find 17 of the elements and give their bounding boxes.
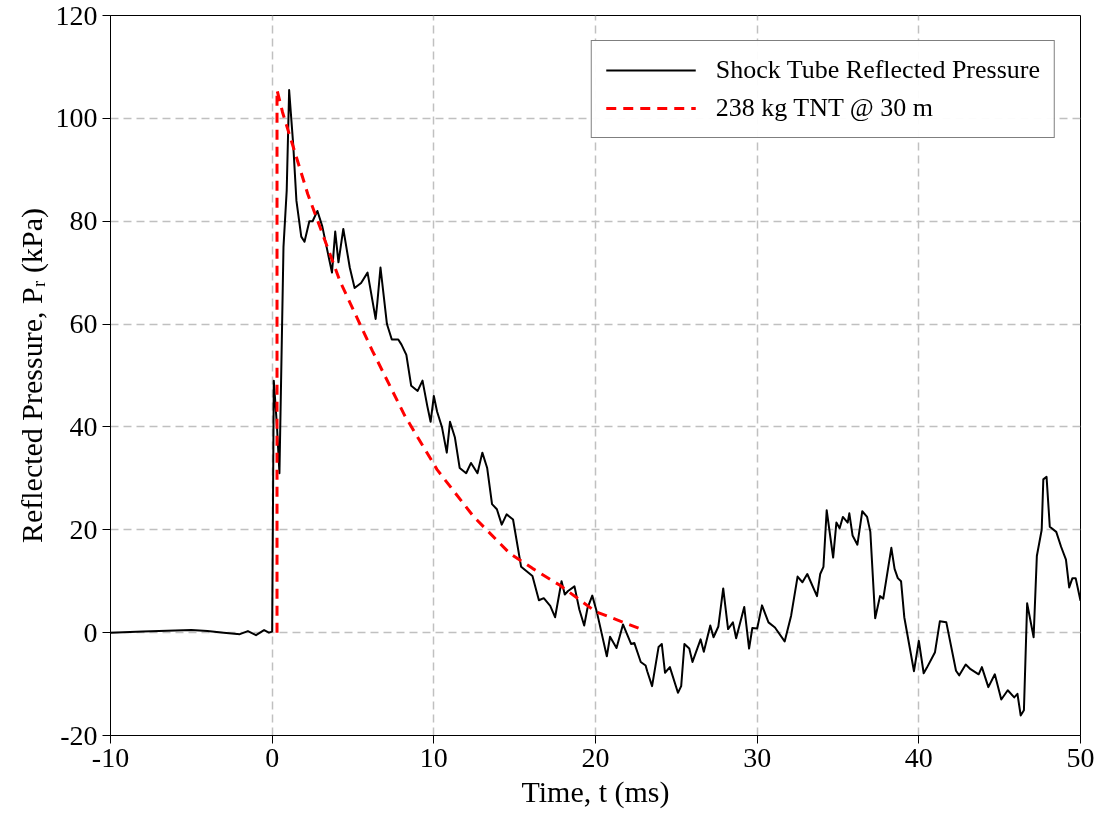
y-tick-label: 60 [69, 308, 98, 340]
x-tick-label: 30 [743, 741, 772, 773]
x-axis-title: Time, t (ms) [521, 774, 670, 809]
y-tick-label: 0 [83, 616, 98, 648]
y-tick-label: 40 [69, 410, 98, 442]
y-tick-label: 80 [69, 205, 98, 237]
y-tick-label: 20 [69, 513, 98, 545]
x-tick-label: 0 [265, 741, 280, 773]
y-tick-label: 100 [55, 102, 98, 134]
x-tick-label: 50 [1066, 741, 1095, 773]
y-tick-label: 120 [55, 0, 98, 31]
x-tick-label: 20 [581, 741, 610, 773]
x-tick-label: 10 [419, 741, 448, 773]
x-tick-label: 40 [904, 741, 933, 773]
y-axis-title: Reflected Pressure, Pᵣ (kPa) [14, 207, 49, 544]
legend-label: Shock Tube Reflected Pressure [715, 55, 1040, 85]
legend-label: 238 kg TNT @ 30 m [715, 93, 934, 123]
